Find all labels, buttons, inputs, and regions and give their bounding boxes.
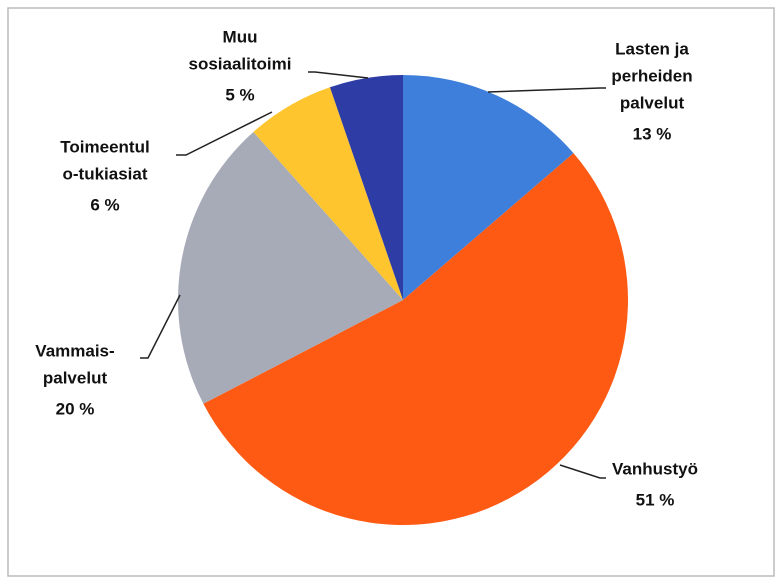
slice-value-label: 6 % — [90, 195, 119, 214]
slice-label: perheiden — [611, 66, 692, 85]
slice-label: Vanhustyö — [612, 459, 698, 478]
leader-line — [308, 71, 369, 79]
leader-line — [487, 87, 606, 93]
slice-value-label: 20 % — [56, 399, 95, 418]
slice-label: Toimeentul — [60, 137, 149, 156]
pie-slice — [177, 131, 403, 404]
slice-value-label: 13 % — [633, 124, 672, 143]
slice-value-label: 5 % — [225, 85, 254, 104]
slice-value-label: 51 % — [636, 490, 675, 509]
pie — [177, 75, 628, 525]
slice-label: Vammais- — [35, 341, 114, 360]
leader-line — [176, 111, 273, 156]
slice-label: Lasten ja — [615, 39, 689, 58]
slice-label: sosiaalitoimi — [189, 54, 292, 73]
pie-slice — [253, 87, 403, 300]
pie-slice — [403, 75, 574, 300]
slice-label: o-tukiasiat — [62, 164, 147, 183]
pie-slice — [329, 75, 403, 300]
slice-label: palvelut — [43, 368, 108, 387]
leader-line — [140, 294, 181, 359]
leader-lines — [140, 71, 606, 479]
pie-slice — [203, 153, 628, 525]
leader-line — [559, 464, 606, 479]
labels: Lasten ja perheiden palvelut 13 % Vanhustyö 5… — [35, 27, 698, 509]
slice-label: palvelut — [620, 93, 685, 112]
slice-label: Muu — [223, 27, 258, 46]
